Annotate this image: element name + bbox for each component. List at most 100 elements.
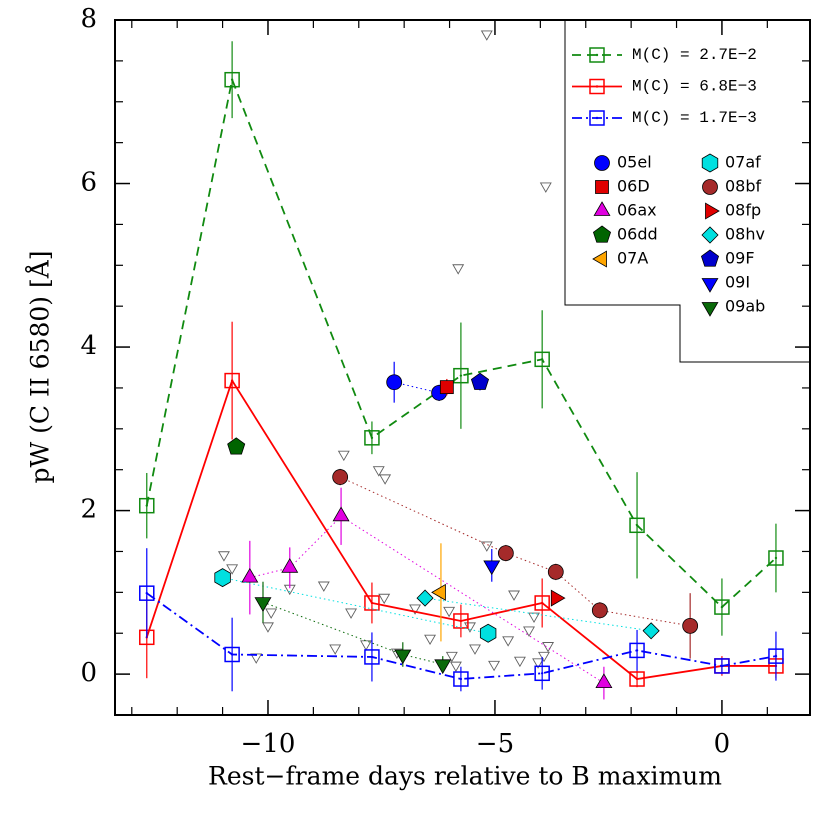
model-point-dot [635,524,639,527]
legend-marker [592,225,612,243]
sn-point [332,469,349,485]
legend-marker-box [589,47,605,63]
upper-limit [226,564,239,575]
model-line [145,378,776,680]
model-point [629,517,645,534]
sn-point [241,567,259,583]
model-point-dot [459,374,463,377]
model-point-box [534,351,550,368]
upper-limit [445,651,458,663]
model-point-dot [774,654,778,658]
y-tick-label: 6 [80,168,97,198]
model-point [534,595,550,611]
model-point [224,71,240,88]
model-point-box [629,642,645,659]
model-point [534,351,550,368]
model-line [145,76,777,609]
legend-marker [702,179,718,195]
upper-limit [539,182,552,193]
sn-point [386,374,403,391]
x-tick-label: −10 [241,729,296,759]
sn-point [281,558,299,573]
upper-limit [469,644,481,655]
legend-marker [705,202,720,220]
connector-line [339,476,691,627]
legend-label: 09ab [725,297,765,316]
upper-limit [424,634,437,646]
legend-label: 05el [617,153,652,172]
upper-limit [317,581,330,592]
upper-limit [443,606,456,618]
legend-label: 09F [725,249,755,268]
model-point-dot [370,436,374,440]
model-point-box [534,595,550,611]
model-point-box [453,671,469,687]
legend-marker [595,180,609,194]
model-point-dot [145,591,148,595]
sn-point [439,380,454,395]
upper-limit [265,608,278,619]
x-axis-title: Rest−frame days relative to B maximum [208,762,722,791]
model-point [224,646,240,663]
model-point [453,367,469,384]
model-point [534,665,550,682]
upper-limit [508,590,520,601]
upper-limit [502,636,515,647]
legend-marker-dot [595,53,599,57]
upper-limit [449,661,462,673]
model-point-box [453,367,469,384]
model-point-box [714,599,730,615]
sn-point [434,659,452,675]
sn-point [642,622,660,640]
model-point-box [224,646,240,663]
model-point-box [768,550,784,566]
connector-line [249,515,605,684]
sn-point [483,560,501,576]
model-point [139,497,155,514]
legend-marker-dot [595,85,599,88]
y-axis-title: pW (C II 6580) [Å] [25,250,55,483]
connector-line [424,597,652,632]
legend-marker [700,249,720,267]
model-point-dot [774,556,778,560]
model-point-dot [145,504,148,507]
upper-limit [379,474,392,485]
legend-label: 07af [725,153,761,172]
connector-line [222,577,489,634]
legend-label: 07A [617,249,648,268]
upper-limit [532,658,545,669]
model-point [453,671,469,687]
legend-label: 08bf [725,177,762,196]
model-point-dot [230,653,234,656]
sn-point [547,564,564,580]
model-point-dot [230,379,234,382]
model-point-box [364,649,380,665]
model-point [714,599,730,615]
legend-marker [592,250,607,268]
sn-point [332,506,350,522]
upper-limit [409,604,422,615]
model-point [714,658,730,674]
legend-marker [701,302,719,317]
sn-point [479,623,497,643]
model-point-dot [230,78,234,81]
model-point-dot [720,605,724,609]
legend-marker-box [589,78,605,95]
legend-label: M(C) = 2.7E−2 [632,46,757,64]
upper-limit [217,551,230,562]
model-point-box [364,595,380,611]
y-tick-label: 4 [80,331,97,361]
sn-point [497,545,514,562]
sn-point [254,597,272,612]
legend-marker [589,78,605,95]
plot-frame [114,19,811,716]
upper-limit [329,644,342,655]
model-point [224,372,240,389]
upper-limit [378,593,391,605]
model-point [629,642,645,659]
model-point [364,595,380,611]
model-point-box [714,658,730,674]
model-point [364,649,380,665]
sn-point [394,649,412,665]
legend-marker [701,278,719,293]
